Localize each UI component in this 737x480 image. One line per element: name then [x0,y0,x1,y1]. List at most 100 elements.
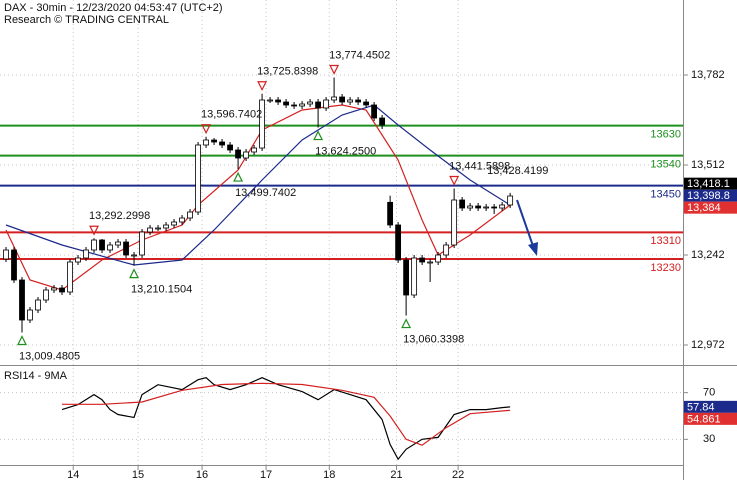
annotation-label: 13,060.3398 [403,333,464,345]
candle-body [315,101,321,109]
price-tag [684,177,737,190]
annotation-label: 13,624.2500 [315,145,376,157]
candle-body [219,141,225,146]
price-tag-label: 54.861 [687,413,721,425]
candle-body [395,224,402,261]
candle-body [339,96,346,103]
annotation-label: 13,428.4199 [487,165,548,177]
annotation-label: 13,441.5898 [449,160,510,172]
level-label: 13450 [650,189,681,201]
candle-body [75,257,81,263]
arrow-head [528,242,538,256]
candle-body [195,144,201,213]
x-tick-label: 15 [132,469,144,480]
candle-body [411,257,418,296]
candle-body [443,244,450,256]
candle-body [323,99,329,109]
level-label: 13540 [650,159,681,171]
candle-body [467,205,474,209]
level-label: 13630 [650,129,681,141]
candle-body [331,96,337,101]
candle-body [11,249,17,281]
candle-body [299,103,305,107]
candle-body [179,217,185,223]
x-tick-label: 22 [452,469,464,480]
arrow-shaft [516,199,534,247]
candle-body [211,139,217,143]
candle-body [291,104,297,107]
candle-body [499,204,506,209]
candle-body [427,261,434,264]
x-tick-label: 21 [390,469,402,480]
price-tag-label: 57.84 [687,401,715,413]
candle-body [371,104,378,119]
candle-body [43,289,49,301]
candle-body [227,144,233,151]
candle-body [171,221,177,226]
forecast-arrow [516,199,538,256]
price-tag [684,189,737,202]
x-tick-label: 17 [260,469,272,480]
price-tag-label: 13,398.8 [687,190,730,202]
candle-body [283,101,289,106]
candle-body [483,206,490,209]
candle-body [3,249,9,260]
chart-subtitle: Research © TRADING CENTRAL [4,14,169,26]
candle-body [99,239,105,251]
candle-body [507,195,514,206]
support-marker [233,171,244,182]
candle-body [59,287,65,293]
price-tag [684,400,737,413]
annotation-label: 13,725.8398 [257,66,318,78]
annotation-label: 13,596.7402 [201,109,262,121]
candle-body [419,257,426,263]
candle-body [355,99,362,103]
candle-body [267,99,273,102]
candle-body [387,201,394,226]
candle-body [147,227,153,233]
candle-body [363,101,370,106]
candle-body [451,199,458,246]
candle-body [459,199,466,209]
annotation-label: 13,774.4502 [329,49,390,61]
candle-body [251,147,257,153]
x-tick-label: 16 [196,469,208,480]
level-label: 13230 [650,262,681,274]
candle-body [91,239,97,251]
candle-body [275,99,281,103]
price-tag-label: 13,384 [687,202,721,214]
chart-title: DAX - 30min - 12/23/2020 04:53:47 (UTC+2… [4,2,223,14]
candle-body [187,211,193,219]
candle-body [67,261,73,293]
candle-body [123,241,129,256]
candle-body [163,224,169,229]
resistance-marker [89,225,99,236]
resistance-marker [257,81,268,92]
price-tag [684,412,737,425]
y-tick-label: 13,242 [691,249,725,261]
price-tag-label: 13,418.1 [687,178,730,190]
indicator-line [62,382,511,446]
annotation-label: 13,292.2998 [89,210,150,222]
price-tag [684,201,737,214]
candle-body [83,249,89,259]
annotation-label: 13,009.4805 [19,350,80,362]
candle-body [131,254,137,257]
x-tick-label: 14 [67,469,79,480]
candle-body [107,244,113,251]
candle-body [235,149,241,159]
y-tick-label: 30 [703,433,715,445]
resistance-marker [201,124,212,135]
candle-body [243,151,249,159]
candle-body [139,231,145,256]
candle-body [475,205,482,209]
support-marker [401,318,412,329]
candle-body [27,309,33,321]
y-tick-label: 13,782 [691,69,725,81]
candle-body [403,259,410,296]
level-label: 13310 [650,235,681,247]
support-marker [129,268,140,279]
candle-body [35,299,41,311]
